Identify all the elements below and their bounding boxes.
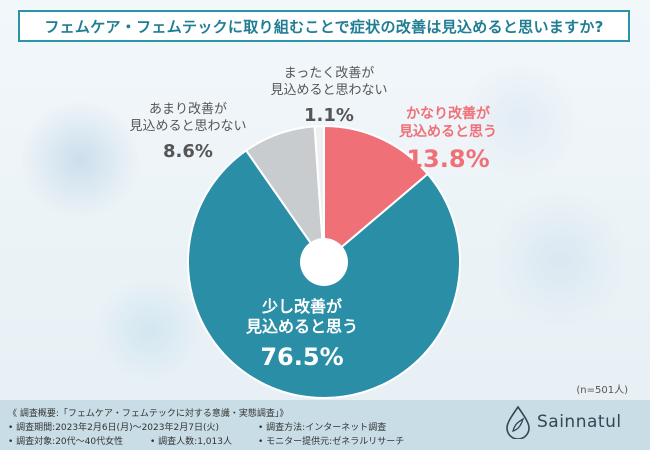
footer-period: • 調査期間:2023年2月6日(月)〜2023年2月7日(火) bbox=[8, 423, 219, 433]
slice-value-label: 13.8% bbox=[406, 145, 489, 173]
slice-label-text: まったく改善が bbox=[284, 65, 374, 81]
pie-slice-0 bbox=[323, 124, 430, 265]
slice-label-text: 見込めると思わない bbox=[270, 83, 387, 98]
chart-title: フェムケア・フェムテックに取り組むことで症状の改善は見込めると思いますか? bbox=[18, 10, 630, 42]
slice-value-label: 1.1% bbox=[304, 105, 354, 126]
slice-label-text: 見込めると思う bbox=[398, 123, 497, 140]
slice-value-label: 76.5% bbox=[260, 343, 343, 371]
slice-label-text: 少し改善が bbox=[261, 297, 342, 316]
footer-method: • 調査方法:インターネット調査 bbox=[258, 423, 387, 433]
brand-name: Sainnatul bbox=[537, 412, 622, 432]
sample-size-label: (n=501人) bbox=[576, 385, 628, 396]
chart-title-text: フェムケア・フェムテックに取り組むことで症状の改善は見込めると思いますか? bbox=[44, 17, 604, 36]
footer-provider: • モニター提供元:ゼネラルリサーチ bbox=[258, 437, 405, 447]
footer-heading: 《 調査概要:「フェムケア・フェムテックに対する意識・実態調査」》 bbox=[8, 409, 289, 419]
slice-label-text: かなり改善が bbox=[406, 105, 491, 122]
droplet-leaf-icon bbox=[506, 405, 530, 439]
slice-label-text: 見込めると思う bbox=[245, 317, 358, 336]
brand-logo: Sainnatul bbox=[505, 405, 622, 439]
slice-label-text: 見込めると思わない bbox=[129, 119, 246, 134]
footer-target: • 調査対象:20代〜40代女性 bbox=[8, 437, 124, 447]
slice-value-label: 8.6% bbox=[163, 141, 213, 162]
survey-footer: 《 調査概要:「フェムケア・フェムテックに対する意識・実態調査」》 • 調査期間… bbox=[0, 400, 650, 450]
footer-count: • 調査人数:1,013人 bbox=[150, 437, 232, 447]
slice-label-text: あまり改善が bbox=[149, 101, 227, 117]
pie-slice-3 bbox=[313, 124, 325, 263]
pie-center-hole bbox=[300, 238, 348, 286]
